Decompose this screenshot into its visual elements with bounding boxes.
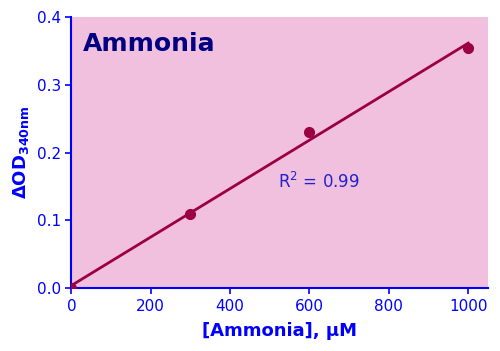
Text: Ammonia: Ammonia xyxy=(83,32,216,56)
Text: R$^2$ = 0.99: R$^2$ = 0.99 xyxy=(278,172,359,192)
Y-axis label: $\mathbf{\Delta}$$\mathbf{OD_{340nm}}$: $\mathbf{\Delta}$$\mathbf{OD_{340nm}}$ xyxy=(11,106,31,199)
X-axis label: [Ammonia], μM: [Ammonia], μM xyxy=(202,322,357,340)
